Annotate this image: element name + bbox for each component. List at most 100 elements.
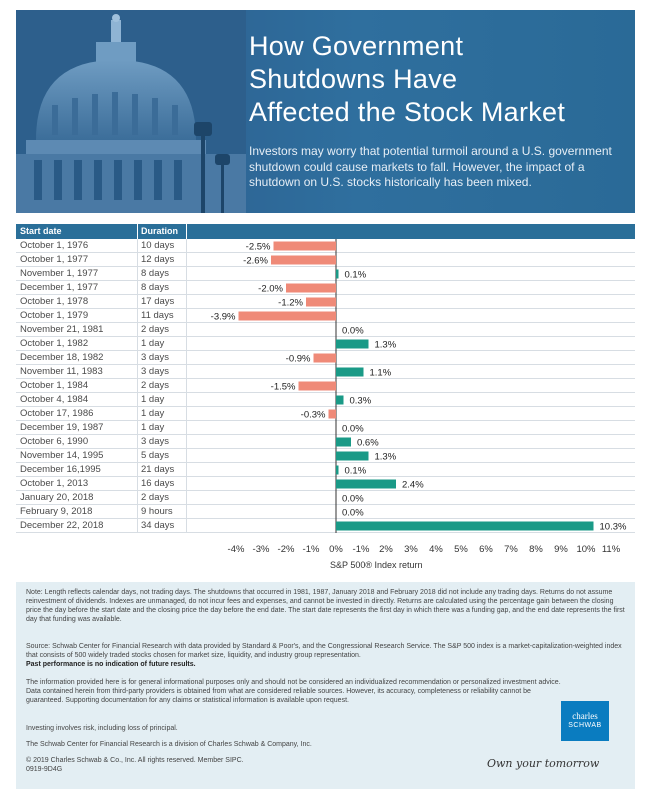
duration-cell: 3 days bbox=[137, 351, 169, 365]
logo-bottom-text: SCHWAB bbox=[568, 722, 602, 729]
start-date-cell: December 19, 1987 bbox=[20, 422, 104, 433]
table-row: October 1, 1978 17 days bbox=[16, 295, 635, 309]
start-date-cell: December 22, 2018 bbox=[20, 520, 104, 531]
start-date-cell: November 21, 1981 bbox=[20, 324, 104, 335]
table-row: November 21, 1981 2 days bbox=[16, 323, 635, 337]
column-divider bbox=[186, 295, 187, 309]
start-date-cell: October 1, 1977 bbox=[20, 254, 89, 265]
table-row: October 1, 1984 2 days bbox=[16, 379, 635, 393]
schwab-logo: charles SCHWAB bbox=[561, 701, 609, 741]
table-row: October 17, 1986 1 day bbox=[16, 407, 635, 421]
column-header-start-date: Start date bbox=[20, 226, 62, 236]
x-tick-label: 7% bbox=[504, 544, 518, 555]
column-divider bbox=[186, 435, 187, 449]
column-divider bbox=[186, 239, 187, 253]
duration-cell: 16 days bbox=[137, 477, 174, 491]
table-row: December 18, 1982 3 days bbox=[16, 351, 635, 365]
x-tick-label: 10% bbox=[576, 544, 596, 555]
column-divider bbox=[186, 407, 187, 421]
x-tick-label: 11% bbox=[602, 544, 621, 555]
start-date-cell: November 14, 1995 bbox=[20, 450, 104, 461]
risk-text: Investing involves risk, including loss … bbox=[26, 725, 178, 732]
x-tick-label: -4% bbox=[228, 544, 245, 555]
column-divider bbox=[186, 421, 187, 435]
duration-cell: 5 days bbox=[137, 449, 169, 463]
column-divider bbox=[186, 337, 187, 351]
past-performance-text: Past performance is no indication of fut… bbox=[26, 661, 196, 668]
table-row: February 9, 2018 9 hours bbox=[16, 505, 635, 519]
code-text: 0919-9D4G bbox=[26, 766, 63, 773]
table-row: December 19, 1987 1 day bbox=[16, 421, 635, 435]
column-divider bbox=[186, 267, 187, 281]
table-row: November 11, 1983 3 days bbox=[16, 365, 635, 379]
page-title: How Government Shutdowns Have Affected t… bbox=[249, 30, 635, 129]
x-tick-label: -1% bbox=[303, 544, 320, 555]
duration-cell: 2 days bbox=[137, 379, 169, 393]
start-date-cell: October 6, 1990 bbox=[20, 436, 89, 447]
table-row: November 1, 1977 8 days bbox=[16, 267, 635, 281]
start-date-cell: December 1, 1977 bbox=[20, 282, 99, 293]
duration-cell: 8 days bbox=[137, 281, 169, 295]
x-tick-label: -1% bbox=[353, 544, 370, 555]
x-tick-label: 2% bbox=[379, 544, 393, 555]
duration-cell: 2 days bbox=[137, 491, 169, 505]
duration-cell: 1 day bbox=[137, 337, 164, 351]
column-divider bbox=[186, 463, 187, 477]
table-header: Start date Duration bbox=[16, 224, 635, 239]
copyright-text: © 2019 Charles Schwab & Co., Inc. All ri… bbox=[26, 757, 244, 764]
x-axis-label: S&P 500® Index return bbox=[330, 560, 423, 570]
duration-cell: 11 days bbox=[137, 309, 174, 323]
duration-cell: 1 day bbox=[137, 407, 164, 421]
column-divider bbox=[186, 519, 187, 533]
info-text: The information provided here is for gen… bbox=[26, 679, 561, 704]
table-row: October 4, 1984 1 day bbox=[16, 393, 635, 407]
duration-cell: 1 day bbox=[137, 421, 164, 435]
table-row: October 1, 1976 10 days bbox=[16, 239, 635, 253]
column-divider bbox=[186, 253, 187, 267]
duration-cell: 1 day bbox=[137, 393, 164, 407]
intro-text: Investors may worry that potential turmo… bbox=[249, 144, 612, 189]
table-row: October 1, 1982 1 day bbox=[16, 337, 635, 351]
source-text: Source: Schwab Center for Financial Rese… bbox=[26, 642, 626, 669]
table-row: November 14, 1995 5 days bbox=[16, 449, 635, 463]
column-divider bbox=[186, 393, 187, 407]
duration-cell: 3 days bbox=[137, 435, 169, 449]
start-date-cell: October 1, 1984 bbox=[20, 380, 89, 391]
column-divider bbox=[186, 477, 187, 491]
table-body: October 1, 1976 10 days October 1, 1977 12 … bbox=[16, 239, 635, 536]
start-date-cell: October 17, 1986 bbox=[20, 408, 94, 419]
x-tick-label: -2% bbox=[278, 544, 295, 555]
start-date-cell: October 1, 1982 bbox=[20, 338, 89, 349]
table-row: December 1, 1977 8 days bbox=[16, 281, 635, 295]
column-divider bbox=[186, 281, 187, 295]
x-tick-label: 0% bbox=[329, 544, 343, 555]
column-divider bbox=[186, 491, 187, 505]
column-divider bbox=[186, 224, 187, 239]
start-date-cell: October 1, 1976 bbox=[20, 240, 89, 251]
start-date-cell: November 11, 1983 bbox=[20, 366, 103, 377]
start-date-cell: December 18, 1982 bbox=[20, 352, 104, 363]
start-date-cell: December 16,1995 bbox=[20, 464, 101, 475]
column-divider bbox=[186, 323, 187, 337]
column-divider bbox=[186, 505, 187, 519]
column-divider bbox=[186, 309, 187, 323]
table-row: October 1, 1979 11 days bbox=[16, 309, 635, 323]
division-text: The Schwab Center for Financial Research… bbox=[26, 741, 312, 748]
capitol-dome-icon bbox=[16, 10, 246, 213]
duration-cell: 10 days bbox=[137, 239, 174, 253]
start-date-cell: February 9, 2018 bbox=[20, 506, 93, 517]
source-body: Source: Schwab Center for Financial Rese… bbox=[26, 643, 622, 659]
duration-cell: 2 days bbox=[137, 323, 169, 337]
start-date-cell: January 20, 2018 bbox=[20, 492, 94, 503]
x-tick-label: 3% bbox=[404, 544, 418, 555]
x-tick-label: 9% bbox=[554, 544, 568, 555]
title-line-2: Shutdowns Have bbox=[249, 64, 458, 94]
table-row: January 20, 2018 2 days bbox=[16, 491, 635, 505]
start-date-cell: October 1, 1979 bbox=[20, 310, 89, 321]
duration-cell: 21 days bbox=[137, 463, 174, 477]
column-divider bbox=[186, 365, 187, 379]
table-row: October 1, 1977 12 days bbox=[16, 253, 635, 267]
start-date-cell: November 1, 1977 bbox=[20, 268, 99, 279]
duration-cell: 8 days bbox=[137, 267, 169, 281]
duration-cell: 17 days bbox=[137, 295, 174, 309]
